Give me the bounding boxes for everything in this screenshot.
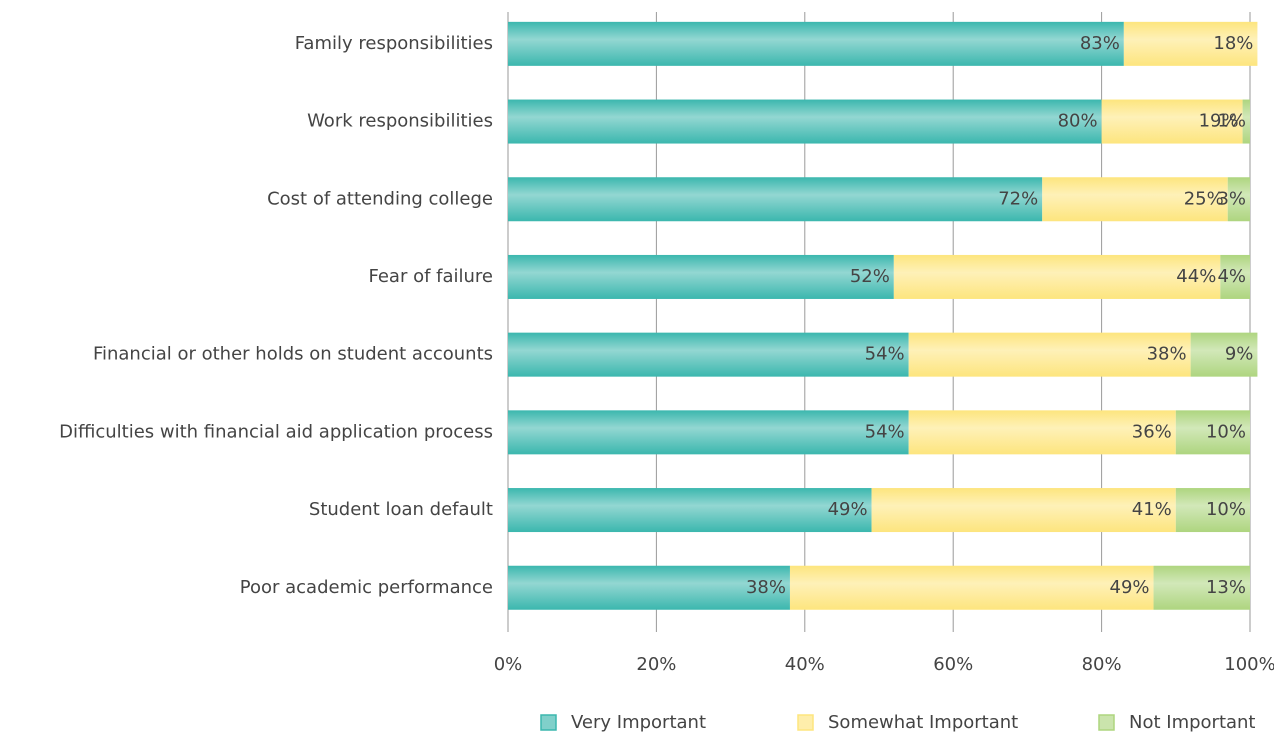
value-label: 52%	[850, 266, 890, 287]
category-label: Student loan default	[309, 499, 493, 520]
legend-swatch	[540, 714, 557, 731]
value-label: 10%	[1206, 499, 1246, 520]
category-label: Cost of attending college	[267, 188, 493, 209]
value-label: 3%	[1217, 188, 1246, 209]
value-label: 10%	[1206, 421, 1246, 442]
value-label: 54%	[865, 421, 905, 442]
bar-segment	[1220, 254, 1250, 299]
bar-segment	[508, 565, 790, 610]
bar-segment	[871, 488, 1176, 533]
x-tick-label: 80%	[1082, 654, 1122, 675]
bar-segment	[893, 254, 1221, 299]
bar-segment	[908, 410, 1176, 455]
bar-segment	[508, 21, 1124, 66]
value-label: 80%	[1058, 111, 1098, 132]
bar-segment	[1101, 99, 1243, 144]
category-label: Financial or other holds on student acco…	[93, 344, 493, 365]
category-label: Poor academic performance	[240, 577, 493, 598]
value-label: 44%	[1176, 266, 1216, 287]
value-label: 49%	[1110, 577, 1150, 598]
legend-label: Somewhat Important	[828, 712, 1018, 733]
value-label: 49%	[828, 499, 868, 520]
bar-segment	[1242, 99, 1250, 144]
bar-segment	[508, 488, 872, 533]
bar-segment	[1190, 332, 1258, 377]
x-tick-label: 0%	[494, 654, 523, 675]
x-tick-label: 100%	[1224, 654, 1274, 675]
value-label: 72%	[998, 188, 1038, 209]
bar-segment	[1227, 177, 1250, 222]
bar-segment	[508, 177, 1043, 222]
value-label: 83%	[1080, 33, 1120, 54]
legend-swatch	[1098, 714, 1115, 731]
x-tick-label: 60%	[933, 654, 973, 675]
bar-segment	[508, 254, 894, 299]
legend-swatch	[797, 714, 814, 731]
value-label: 25%	[1184, 188, 1224, 209]
bar-segment	[508, 332, 909, 377]
category-label: Fear of failure	[368, 266, 493, 287]
bar-segment	[1123, 21, 1258, 66]
bar-segment	[908, 332, 1191, 377]
value-label: 19%	[1199, 111, 1239, 132]
value-label: 13%	[1206, 577, 1246, 598]
value-label: 36%	[1132, 421, 1172, 442]
value-label: 38%	[746, 577, 786, 598]
value-label: 38%	[1147, 344, 1187, 365]
value-label: 54%	[865, 344, 905, 365]
legend-label: Very Important	[571, 712, 706, 733]
x-tick-label: 20%	[636, 654, 676, 675]
value-label: 41%	[1132, 499, 1172, 520]
bar-segment	[1042, 177, 1228, 222]
bar-segment	[1153, 565, 1250, 610]
value-label: 1%	[1217, 111, 1246, 132]
value-label: 9%	[1225, 344, 1254, 365]
value-label: 4%	[1217, 266, 1246, 287]
category-label: Difficulties with financial aid applicat…	[59, 421, 493, 442]
category-label: Family responsibilities	[295, 33, 493, 54]
bar-segment	[508, 99, 1102, 144]
x-tick-label: 40%	[785, 654, 825, 675]
bar-segment	[789, 565, 1154, 610]
category-label: Work responsibilities	[307, 111, 493, 132]
legend-label: Not Important	[1129, 712, 1256, 733]
bar-segment	[508, 410, 909, 455]
bar-segment	[1175, 488, 1250, 533]
bar-segment	[1175, 410, 1250, 455]
value-label: 18%	[1213, 33, 1253, 54]
